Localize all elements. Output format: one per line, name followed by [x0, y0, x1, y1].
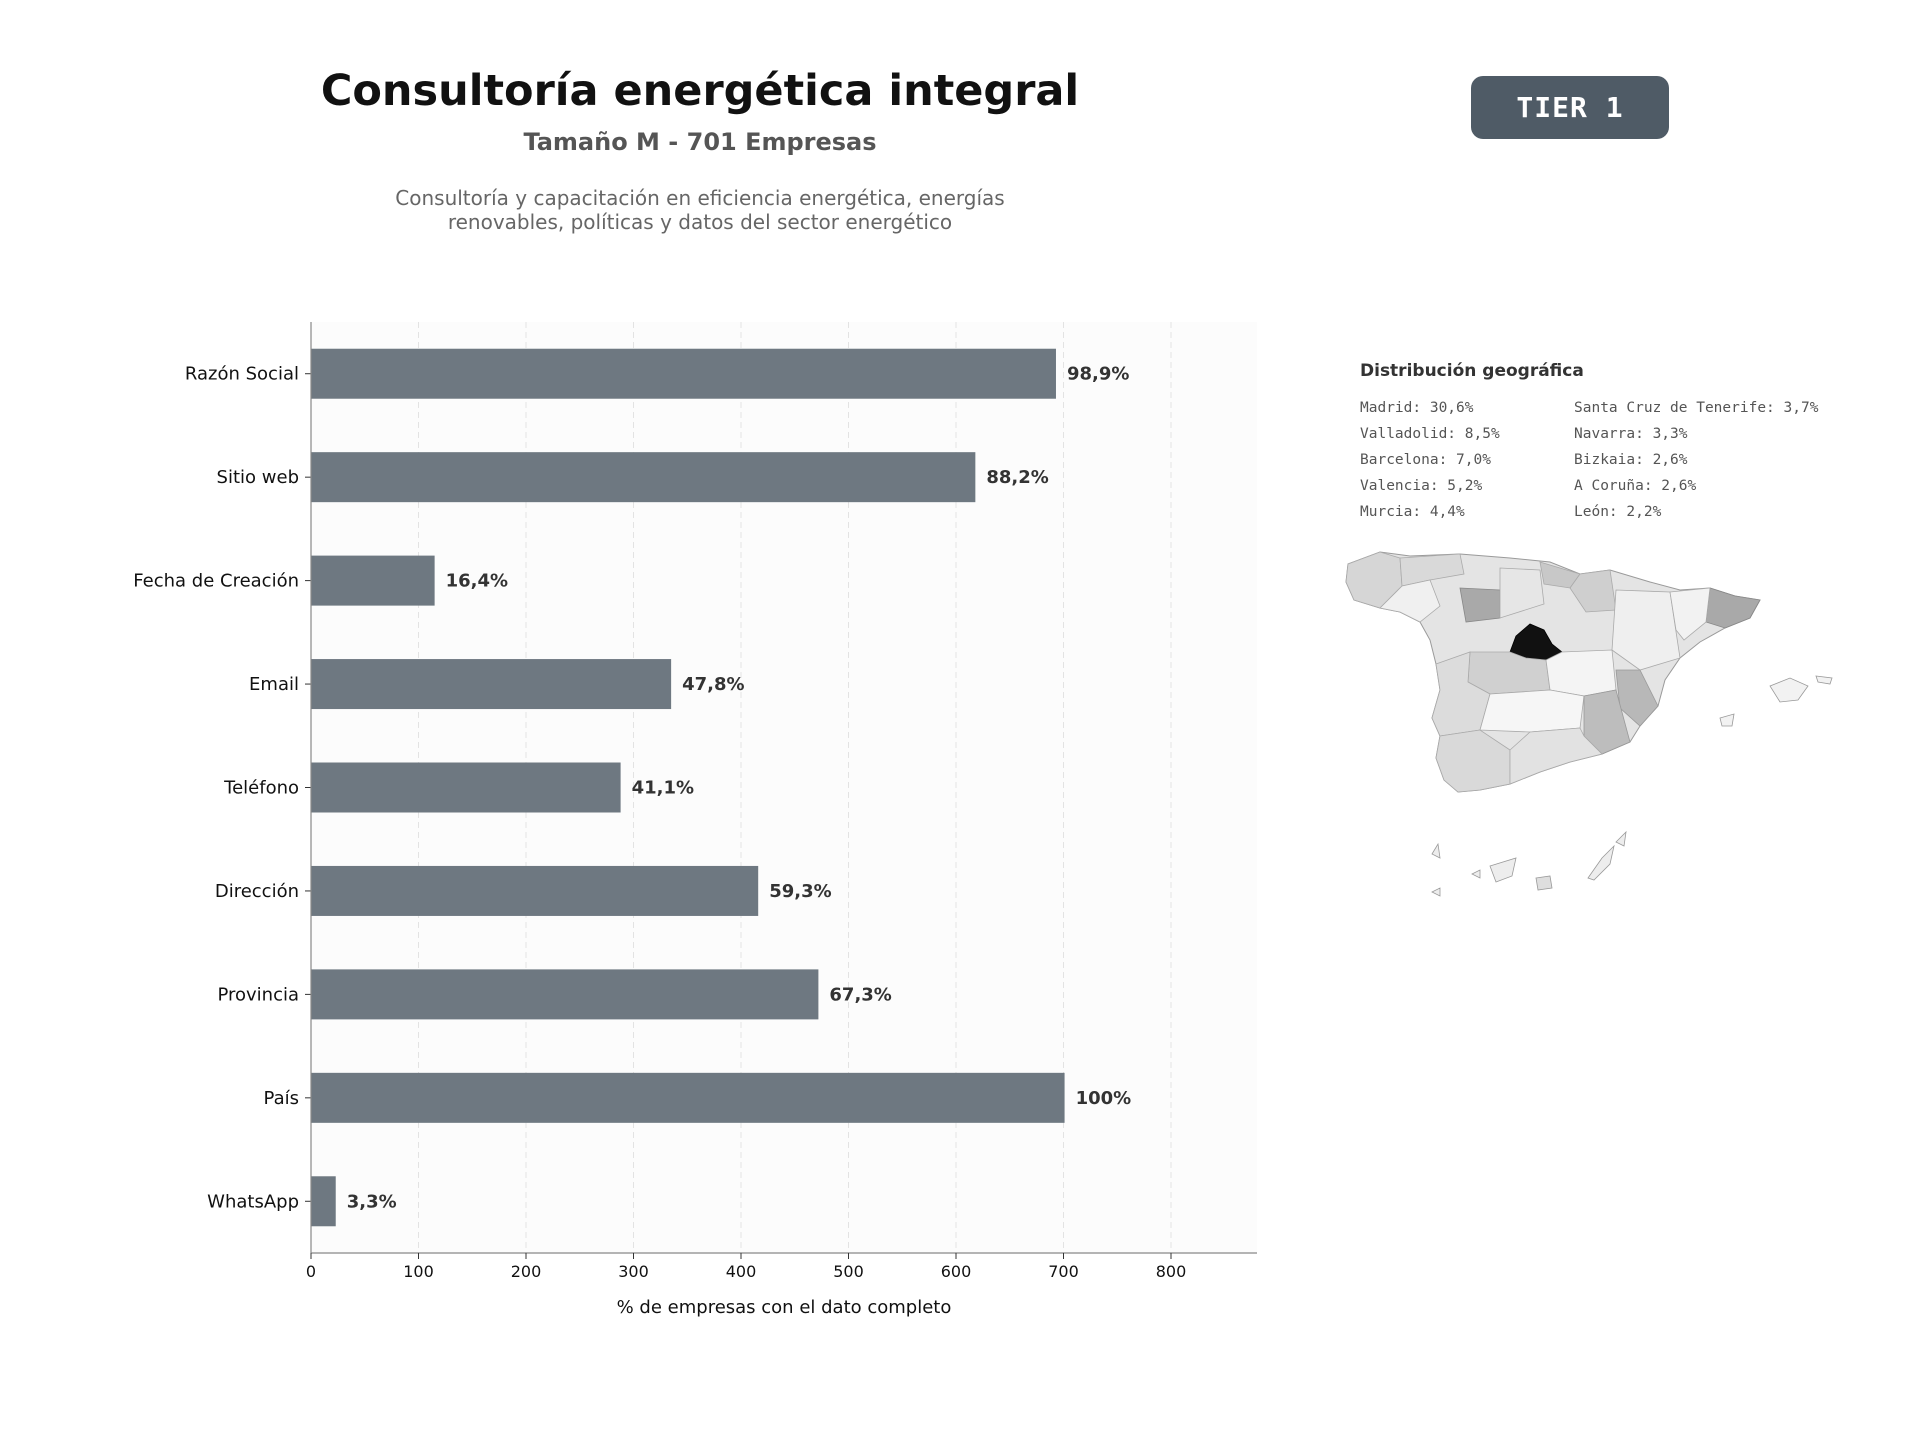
y-tick-label: Teléfono	[223, 778, 299, 799]
x-tick-label: 100	[403, 1262, 434, 1281]
geo-list-item: Bizkaia: 2,6%	[1574, 452, 1688, 468]
map-canary-gomera	[1471, 869, 1481, 879]
data-label: 3,3%	[347, 1191, 397, 1212]
y-tick-label: Provincia	[217, 984, 299, 1005]
geo-list-item: Barcelona: 7,0%	[1360, 452, 1491, 468]
bar-chart: Razón Social 98,9% Sitio web 88,2% Fecha de …	[133, 322, 1257, 1318]
map-region-lleida	[1669, 587, 1711, 641]
map-region-andalucia-west	[1435, 729, 1511, 793]
map-canary-gran-canaria	[1535, 875, 1553, 891]
map-region-andalucia-east	[1509, 727, 1603, 785]
geo-list-item: Madrid: 30,6%	[1360, 400, 1474, 416]
map-canary-tenerife	[1489, 857, 1517, 883]
y-tick-label: Fecha de Creación	[133, 571, 299, 592]
map-region-asturias	[1399, 553, 1465, 587]
y-tick-label: Razón Social	[185, 364, 299, 385]
map-region-leon	[1379, 579, 1441, 623]
bar	[311, 348, 1056, 399]
bar	[311, 1072, 1065, 1123]
y-tick-label: País	[264, 1088, 299, 1109]
map-canary-la-palma	[1431, 842, 1441, 859]
map-region-murcia	[1583, 689, 1631, 755]
y-tick-label: WhatsApp	[207, 1191, 299, 1212]
bar	[311, 555, 435, 606]
map-canary-fuerteventura	[1587, 844, 1615, 881]
description-line-1: Consultoría y capacitación en eficiencia…	[395, 186, 1005, 210]
map-region-barcelona	[1705, 587, 1761, 629]
data-label: 16,4%	[446, 571, 508, 592]
map-canary-hierro	[1431, 887, 1441, 897]
y-tick-label: Dirección	[215, 881, 299, 902]
geo-list-item: Murcia: 4,4%	[1360, 504, 1465, 520]
x-tick-label: 600	[941, 1262, 972, 1281]
y-tick-label: Email	[249, 674, 299, 695]
x-tick-label: 200	[511, 1262, 542, 1281]
x-axis-label: % de empresas con el dato completo	[617, 1297, 952, 1318]
data-label: 41,1%	[632, 778, 694, 799]
bar	[311, 969, 819, 1020]
geo-list-item: León: 2,2%	[1574, 504, 1662, 520]
x-tick-label: 700	[1048, 1262, 1079, 1281]
data-label: 88,2%	[986, 467, 1048, 488]
data-label: 100%	[1076, 1088, 1132, 1109]
geo-title: Distribución geográfica	[1360, 361, 1584, 381]
tier-badge: TIER 1	[1471, 76, 1669, 139]
map-balearic-menorca	[1815, 675, 1833, 685]
map-region-navarra	[1569, 569, 1617, 613]
x-tick-label: 0	[306, 1262, 316, 1281]
geo-list-item: Navarra: 3,3%	[1574, 426, 1688, 442]
bar	[311, 762, 621, 813]
bar	[311, 1176, 336, 1227]
bar	[311, 659, 672, 710]
geo-list-item: Santa Cruz de Tenerife: 3,7%	[1574, 400, 1819, 416]
geo-list-item: Valencia: 5,2%	[1360, 478, 1483, 494]
x-tick-label: 400	[726, 1262, 757, 1281]
map-balearic-mallorca	[1769, 677, 1809, 703]
map-region-ciudad-real	[1479, 689, 1585, 733]
map-region-valladolid	[1459, 587, 1501, 623]
geo-list: Madrid: 30,6% Santa Cruz de Tenerife: 3,7…	[1360, 398, 1860, 522]
geo-list-item: Valladolid: 8,5%	[1360, 426, 1500, 442]
geo-list-item: A Coruña: 2,6%	[1574, 478, 1697, 494]
page-title: Consultoría energética integral	[320, 66, 1080, 116]
description-line-2: renovables, políticas y datos del sector…	[447, 210, 953, 234]
x-tick-label: 500	[833, 1262, 864, 1281]
spain-map	[1345, 551, 1833, 897]
data-label: 59,3%	[769, 881, 831, 902]
x-tick-label: 800	[1156, 1262, 1187, 1281]
map-region-burgos	[1499, 567, 1545, 619]
map-region-cuenca	[1545, 649, 1617, 697]
data-label: 67,3%	[829, 984, 891, 1005]
page-subtitle: Tamaño M - 701 Empresas	[523, 128, 877, 156]
y-tick-label: Sitio web	[217, 467, 299, 488]
map-balearic-ibiza	[1719, 713, 1735, 727]
page-description: Consultoría y capacitación en eficiencia…	[350, 186, 1050, 234]
data-label: 47,8%	[682, 674, 744, 695]
bar	[311, 865, 759, 916]
map-canary-lanzarote	[1615, 830, 1627, 847]
x-tick-label: 300	[618, 1262, 649, 1281]
bar	[311, 452, 976, 503]
data-label: 98,9%	[1067, 364, 1129, 385]
map-region-aragon	[1611, 589, 1681, 671]
